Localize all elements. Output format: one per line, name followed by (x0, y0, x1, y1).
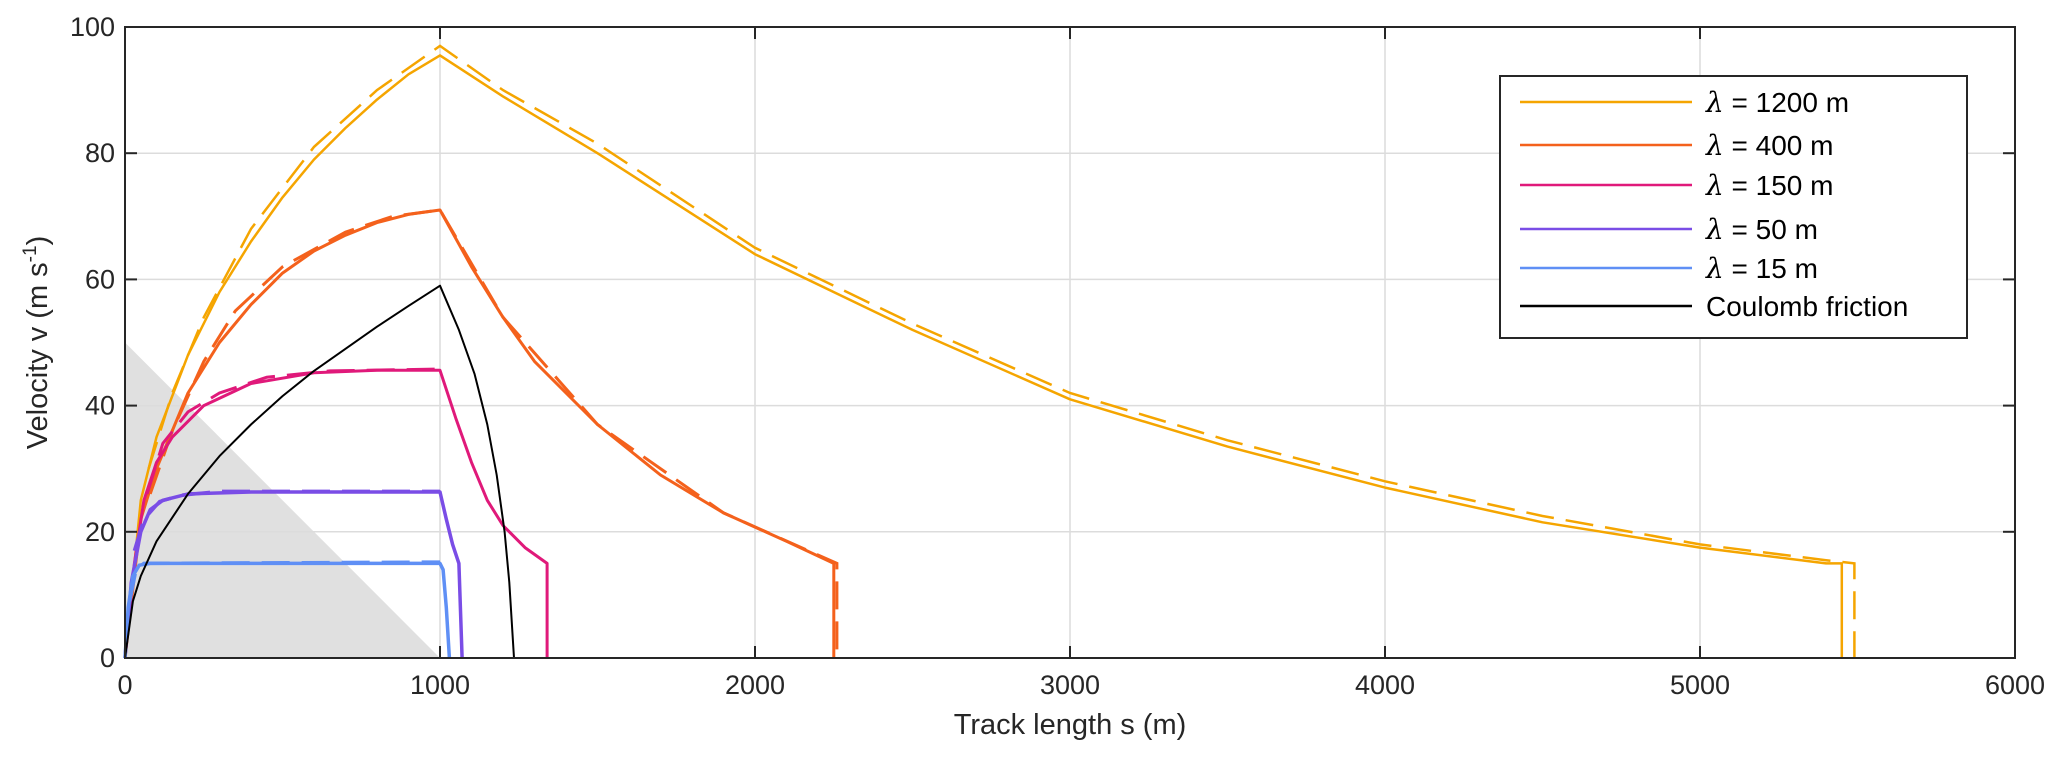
legend-label-3: λ = 50 m (1705, 213, 1818, 246)
series-dashed-line-1 (148, 208, 839, 658)
legend-label-4: λ = 15 m (1705, 252, 1818, 285)
legend-text-4: = 15 m (1724, 253, 1818, 284)
series-line-5 (124, 284, 515, 659)
legend-lambda-symbol-4: λ (1705, 252, 1724, 285)
y-axis-label: Velocity v (m s-1) (20, 236, 54, 450)
y-tick-label-1: 20 (85, 517, 115, 547)
y-axis-label-superscript: -1 (20, 245, 41, 262)
legend-text-2: = 150 m (1724, 170, 1834, 201)
series-dashed-line-4 (127, 560, 441, 602)
tick-layer: 0 1000 2000 3000 4000 5000 6000 0 20 40 60 80 100 (70, 12, 2045, 700)
x-axis-label: Track length s (m) (954, 709, 1187, 741)
y-axis-label-main: Velocity v (m s (22, 262, 54, 449)
series-dashed-line-2 (145, 367, 441, 495)
y-tick-label-2: 40 (85, 391, 115, 421)
y-tick-label-3: 60 (85, 264, 115, 294)
x-tick-label-6: 6000 (1985, 670, 2045, 700)
legend: λ = 1200 mλ = 400 mλ = 150 mλ = 50 mλ = … (1499, 75, 1968, 339)
legend-lambda-symbol-2: λ (1705, 169, 1724, 202)
y-tick-label-5: 100 (70, 12, 115, 42)
legend-text-0: = 1200 m (1724, 87, 1849, 118)
series-line-0 (123, 54, 1844, 659)
y-axis-label-end: ) (22, 236, 54, 246)
legend-lambda-symbol-3: λ (1705, 213, 1724, 246)
legend-text-3: = 50 m (1724, 214, 1818, 245)
legend-box (1499, 75, 1968, 339)
y-tick-label-4: 80 (85, 138, 115, 168)
series-dashed-line-0 (147, 44, 1856, 658)
legend-label-2: λ = 150 m (1705, 169, 1833, 202)
x-tick-label-5: 5000 (1670, 670, 1730, 700)
shaded-triangle (125, 342, 440, 658)
legend-lambda-symbol-0: λ (1705, 86, 1724, 119)
y-tick-label-0: 0 (100, 643, 115, 673)
x-tick-label-3: 3000 (1040, 670, 1100, 700)
legend-text-1: = 400 m (1724, 130, 1834, 161)
legend-label-5: Coulomb friction (1706, 291, 1908, 322)
legend-label-1: λ = 400 m (1705, 129, 1833, 162)
series-dashed-line-3 (132, 489, 440, 552)
series-layer (123, 44, 1856, 659)
legend-label-0: λ = 1200 m (1705, 86, 1849, 119)
x-tick-label-0: 0 (117, 670, 132, 700)
legend-lambda-symbol-1: λ (1705, 129, 1724, 162)
x-tick-label-4: 4000 (1355, 670, 1415, 700)
shaded-region-layer (125, 342, 440, 658)
x-tick-label-2: 2000 (725, 670, 785, 700)
x-tick-label-1: 1000 (410, 670, 470, 700)
legend-text-5: Coulomb friction (1706, 291, 1908, 322)
